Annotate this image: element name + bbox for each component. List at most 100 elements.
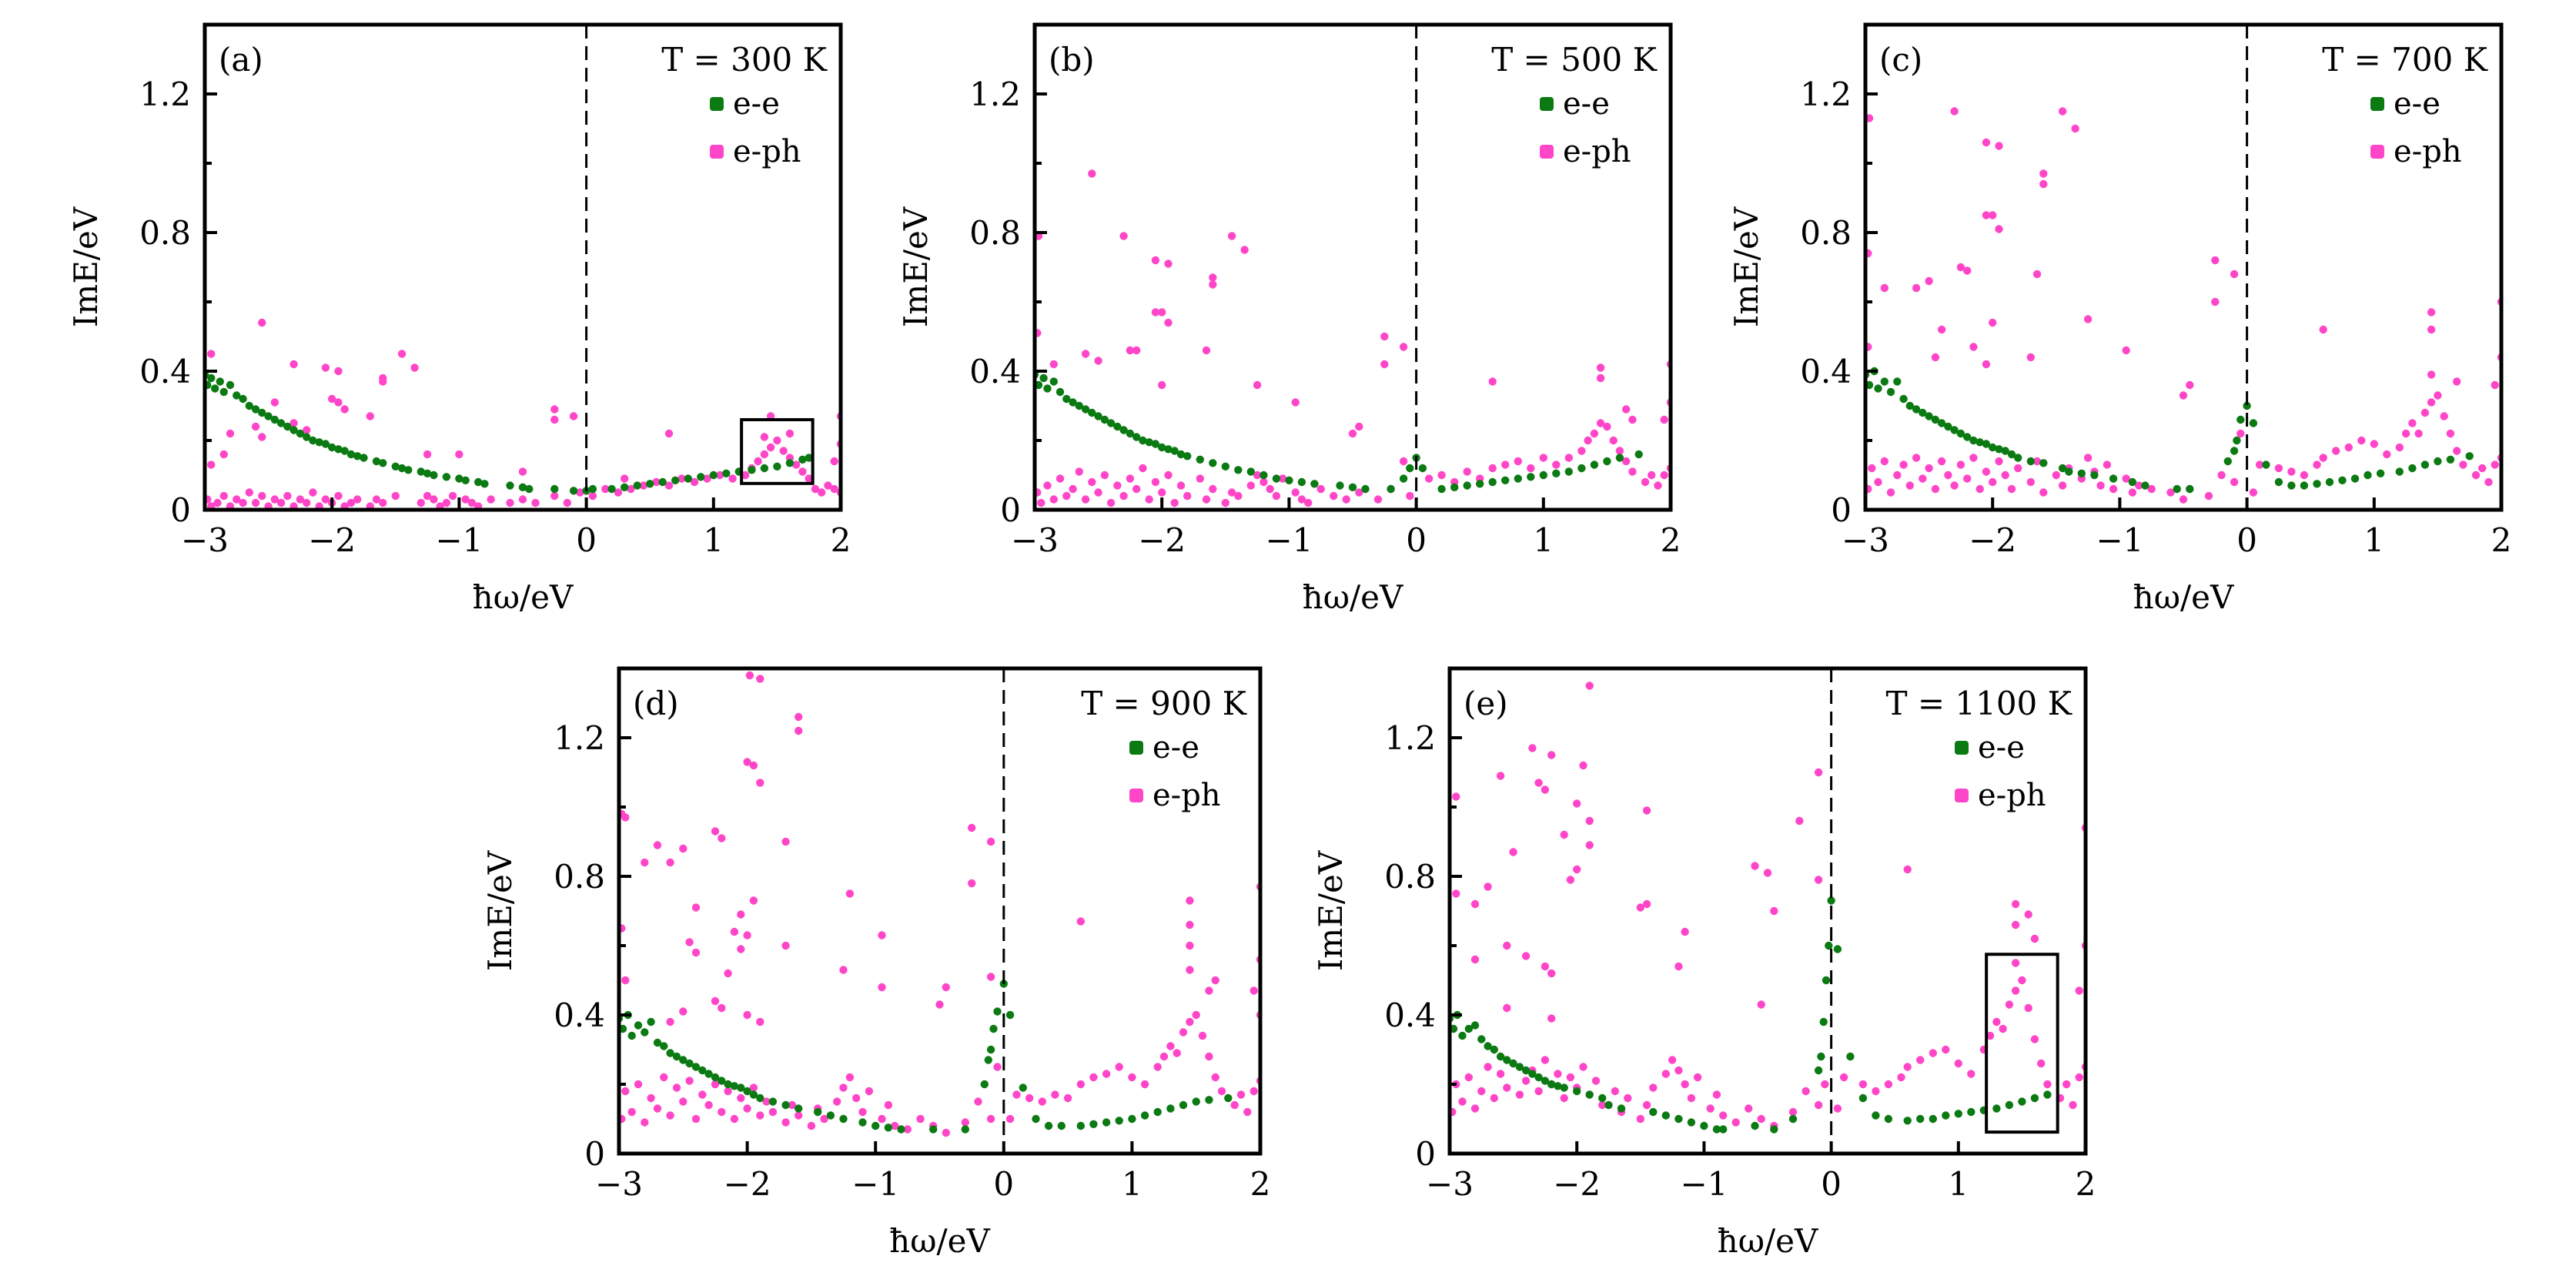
data-point-e-ph: [1055, 474, 1065, 483]
data-point-e-ph: [1132, 484, 1141, 494]
data-point-e-e: [2236, 415, 2245, 424]
data-point-e-e: [1399, 474, 1408, 483]
panel-c: −3 −2 −1 0 1 2 0 0.4 0.8 1.2 ħω/eV ImE/eV (c) T = 700…: [1728, 22, 2512, 616]
data-point-e-ph: [1872, 1087, 1880, 1096]
data-point-e-ph: [795, 712, 803, 722]
data-point-e-e: [461, 476, 470, 484]
data-point-e-ph: [2039, 169, 2048, 178]
data-point-e-ph: [1674, 1066, 1683, 1075]
data-point-e-e: [2376, 469, 2385, 477]
data-point-e-e: [858, 1118, 867, 1127]
data-point-e-e: [251, 405, 260, 414]
data-point-e-ph: [239, 498, 247, 507]
data-point-e-ph: [728, 474, 737, 483]
y-tick-label: 1.2: [1800, 75, 1852, 113]
data-point-e-e: [1819, 1017, 1828, 1027]
data-point-e-ph: [737, 1094, 745, 1103]
data-point-e-e: [1418, 464, 1427, 473]
data-point-e-ph: [1942, 1045, 1950, 1054]
data-point-e-e: [2233, 436, 2241, 445]
data-point-e-ph: [1043, 481, 1052, 490]
data-point-e-ph: [1209, 273, 1217, 282]
data-point-e-e: [1496, 1052, 1505, 1061]
data-point-e-e: [1975, 438, 1984, 447]
data-point-e-ph: [830, 457, 838, 466]
data-point-e-ph: [878, 983, 886, 992]
x-tick-label: 0: [1821, 1165, 1842, 1203]
data-point-e-e: [633, 481, 641, 490]
scatter-points: [1450, 668, 2086, 1134]
data-point-e-e: [1183, 452, 1192, 461]
data-point-e-ph: [2414, 429, 2423, 438]
x-axis-label: ħω/eV: [1718, 1222, 1818, 1260]
scatter-points: [1035, 169, 1671, 507]
data-point-e-ph: [219, 450, 228, 459]
data-point-e-ph: [779, 447, 788, 455]
data-point-e-ph: [690, 477, 699, 487]
data-point-e-e: [711, 1073, 720, 1082]
data-point-e-e: [1049, 377, 1059, 386]
data-point-e-ph: [666, 1017, 674, 1027]
data-point-e-ph: [2109, 484, 2118, 494]
data-point-e-ph: [986, 837, 995, 846]
data-point-e-ph: [1995, 225, 2003, 233]
data-point-e-e: [2364, 471, 2372, 480]
data-point-e-ph: [423, 450, 432, 459]
data-point-e-ph: [781, 941, 790, 950]
y-tick-label: 0.8: [1800, 214, 1852, 252]
data-point-e-e: [474, 477, 483, 487]
y-tick-label: 0: [1000, 491, 1021, 529]
data-point-e-e: [798, 455, 807, 464]
data-point-e-ph: [1158, 488, 1166, 497]
data-point-e-e: [1874, 384, 1882, 393]
data-point-e-e: [1827, 896, 1835, 905]
data-point-e-ph: [1183, 491, 1192, 501]
data-point-e-e: [1899, 394, 1908, 404]
data-point-e-ph: [1128, 1073, 1136, 1082]
data-point-e-ph: [1596, 363, 1605, 372]
series-e-ph: [1865, 25, 2501, 504]
data-point-e-e: [1089, 1120, 1098, 1129]
data-point-e-e: [805, 454, 813, 462]
y-tick-label: 0: [170, 491, 191, 529]
data-point-e-ph: [756, 779, 764, 787]
data-point-e-ph: [703, 474, 711, 483]
x-tick-label: 2: [2491, 521, 2512, 559]
data-point-e-e: [207, 373, 216, 383]
data-point-e-ph: [1681, 1080, 1689, 1089]
data-point-e-ph: [672, 1083, 681, 1092]
data-point-e-ph: [679, 844, 687, 853]
data-point-e-ph: [1642, 806, 1651, 815]
data-point-e-ph: [251, 422, 260, 431]
data-point-e-ph: [792, 461, 801, 469]
data-point-e-e: [1406, 464, 1414, 473]
data-point-e-ph: [1236, 1090, 1246, 1099]
data-point-e-e: [1106, 419, 1116, 427]
data-point-e-ph: [1484, 1063, 1492, 1071]
data-point-e-ph: [1227, 488, 1236, 497]
data-point-e-e: [1179, 1100, 1188, 1110]
data-point-e-ph: [1547, 969, 1556, 978]
data-point-e-ph: [303, 498, 311, 507]
plot-frame: [617, 666, 1263, 1156]
data-point-e-ph: [1025, 1094, 1034, 1103]
data-point-e-ph: [233, 495, 241, 504]
data-point-e-e: [289, 426, 298, 434]
data-point-e-ph: [2179, 495, 2188, 504]
data-point-e-ph: [698, 1090, 707, 1099]
data-point-e-ph: [2440, 412, 2448, 420]
data-point-e-ph: [1541, 962, 1550, 971]
data-point-e-ph: [762, 1097, 771, 1106]
data-point-e-ph: [852, 1094, 861, 1103]
data-point-e-ph: [737, 910, 745, 919]
y-tick-label: 1.2: [969, 75, 1021, 113]
data-point-e-ph: [691, 948, 701, 957]
data-point-e-e: [1081, 405, 1090, 414]
data-point-e-ph: [1501, 461, 1510, 469]
scatter-points: [205, 318, 841, 510]
data-point-e-ph: [1153, 1063, 1162, 1071]
data-point-e-e: [685, 1059, 694, 1068]
data-point-e-ph: [1151, 477, 1160, 487]
data-point-e-ph: [1975, 484, 1984, 494]
x-tick-label: −1: [435, 521, 483, 559]
